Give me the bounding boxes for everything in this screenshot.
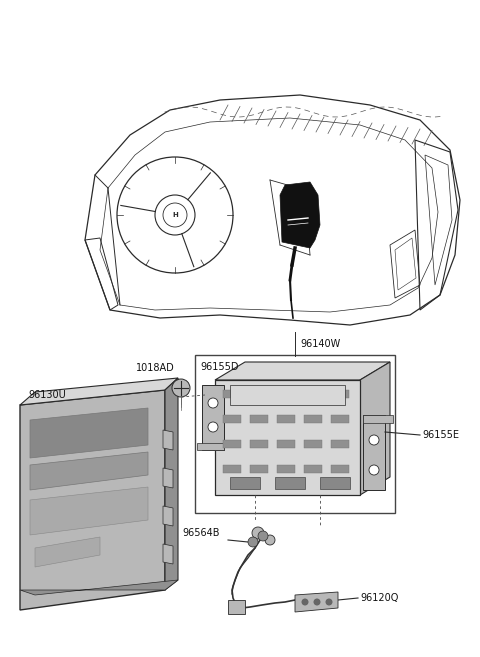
Polygon shape (165, 378, 178, 590)
Bar (230, 477, 260, 489)
Text: H: H (172, 212, 178, 218)
Circle shape (172, 379, 190, 397)
Bar (331, 415, 349, 423)
Polygon shape (202, 385, 224, 450)
Polygon shape (363, 415, 385, 490)
Circle shape (325, 599, 333, 606)
Polygon shape (30, 487, 148, 535)
Bar (250, 415, 268, 423)
Bar (223, 390, 241, 398)
Text: 96564B: 96564B (182, 528, 220, 538)
Polygon shape (280, 182, 320, 248)
Polygon shape (295, 592, 338, 612)
Bar (223, 465, 241, 473)
Bar (195, 355, 395, 513)
Circle shape (265, 535, 275, 545)
Polygon shape (163, 544, 173, 564)
Bar (215, 380, 360, 495)
Polygon shape (35, 537, 100, 567)
Bar (304, 465, 322, 473)
Circle shape (313, 599, 321, 606)
Text: 1018AD: 1018AD (136, 363, 175, 373)
Bar (223, 440, 241, 448)
Polygon shape (163, 468, 173, 488)
Bar (304, 415, 322, 423)
Polygon shape (363, 415, 393, 423)
Bar (277, 390, 295, 398)
Bar (250, 465, 268, 473)
Polygon shape (163, 506, 173, 526)
Bar (223, 415, 241, 423)
Bar (230, 385, 345, 405)
Text: 96140W: 96140W (300, 339, 340, 349)
Circle shape (258, 531, 268, 541)
Polygon shape (228, 600, 245, 614)
Polygon shape (30, 408, 148, 458)
Bar (331, 390, 349, 398)
Polygon shape (30, 452, 148, 490)
Circle shape (369, 465, 379, 475)
Polygon shape (20, 580, 178, 595)
Circle shape (208, 398, 218, 408)
Circle shape (369, 435, 379, 445)
Text: 96120Q: 96120Q (360, 593, 398, 603)
Circle shape (301, 599, 309, 606)
Polygon shape (163, 430, 173, 450)
Bar (275, 477, 305, 489)
Circle shape (208, 422, 218, 432)
Bar (277, 415, 295, 423)
Bar (250, 440, 268, 448)
Bar (277, 440, 295, 448)
Bar (250, 390, 268, 398)
Polygon shape (360, 362, 390, 495)
Polygon shape (215, 362, 390, 380)
Text: 96155E: 96155E (422, 430, 459, 440)
Text: 96130U: 96130U (28, 390, 66, 400)
Text: 96155D: 96155D (200, 362, 239, 372)
Polygon shape (20, 390, 165, 610)
Circle shape (248, 537, 258, 547)
Polygon shape (20, 378, 178, 405)
Bar (331, 465, 349, 473)
Bar (277, 465, 295, 473)
Bar (304, 440, 322, 448)
Bar (331, 440, 349, 448)
Circle shape (252, 527, 264, 539)
Bar (304, 390, 322, 398)
Polygon shape (197, 443, 224, 450)
Bar (320, 477, 350, 489)
